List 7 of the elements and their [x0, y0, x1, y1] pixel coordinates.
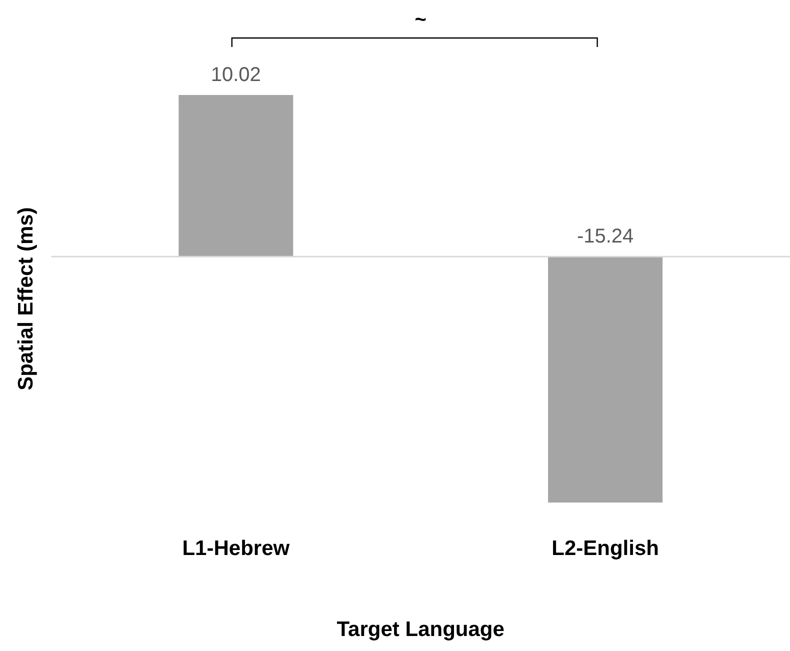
text: ~ [414, 9, 426, 31]
data-label: -15.24 [576, 226, 634, 248]
x-tick-label: L1-Hebrew [182, 536, 290, 560]
y-axis-title: Spatial Effect (ms) [14, 207, 38, 390]
x-tick-label: L2-English [552, 536, 659, 560]
data-label: 10.02 [210, 64, 261, 86]
x-axis-title: Target Language [336, 618, 504, 642]
